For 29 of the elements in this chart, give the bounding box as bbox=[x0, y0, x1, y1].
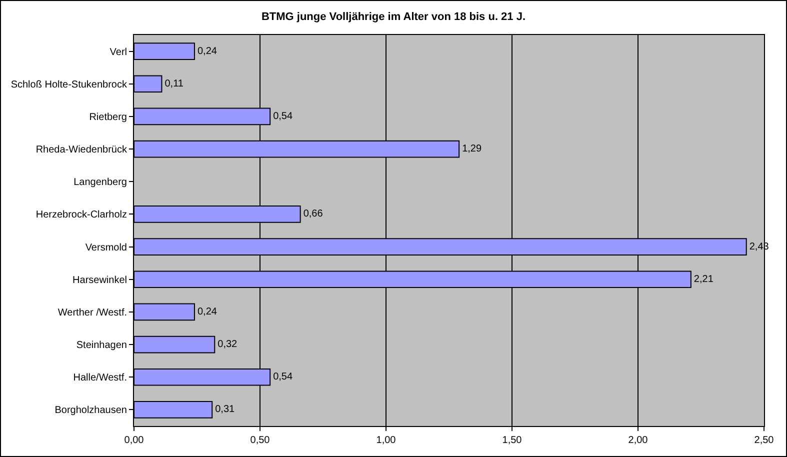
y-tick-label: Rheda-Wiedenbrück bbox=[36, 144, 128, 156]
data-label: 0,66 bbox=[303, 208, 324, 220]
data-label: 0,54 bbox=[273, 110, 293, 122]
data-label: 2,21 bbox=[694, 274, 714, 285]
y-tick-label: Steinhagen bbox=[76, 340, 127, 352]
data-label: 0,32 bbox=[218, 339, 238, 350]
y-tick-label: Borgholzhausen bbox=[54, 405, 127, 416]
y-tick-label: Rietberg bbox=[89, 112, 127, 123]
chart-title: BTMG junge Volljährige im Alter von 18 bis u. 21 J. bbox=[261, 11, 526, 24]
x-tick-label: 1,50 bbox=[502, 435, 522, 446]
data-label: 1,29 bbox=[462, 144, 482, 155]
y-tick-label: Herzebrock-Clarholz bbox=[36, 210, 127, 221]
data-label: 0,11 bbox=[164, 78, 184, 90]
x-tick-label: 2,00 bbox=[628, 435, 648, 446]
x-tick-label: 0,50 bbox=[250, 435, 270, 446]
x-tick-label: 0,00 bbox=[124, 435, 144, 446]
y-tick-label: Halle/Westf. bbox=[73, 372, 127, 384]
data-label: 0,24 bbox=[197, 46, 218, 57]
x-tick-label: 2,50 bbox=[754, 435, 774, 446]
x-tick-label: 1,00 bbox=[376, 435, 396, 446]
y-tick-label: Langenberg bbox=[74, 177, 127, 188]
data-label: 0,54 bbox=[273, 372, 293, 383]
y-tick-label: Verl bbox=[110, 46, 127, 58]
y-tick-label: Werther /Westf. bbox=[58, 307, 127, 318]
y-tick-label: Versmold bbox=[85, 242, 127, 254]
data-label: 0,31 bbox=[215, 404, 236, 416]
data-label: 0,24 bbox=[197, 306, 218, 318]
y-tick-label: Harsewinkel bbox=[72, 274, 127, 286]
y-tick-label: Schloß Holte-Stukenbrock bbox=[10, 79, 128, 90]
